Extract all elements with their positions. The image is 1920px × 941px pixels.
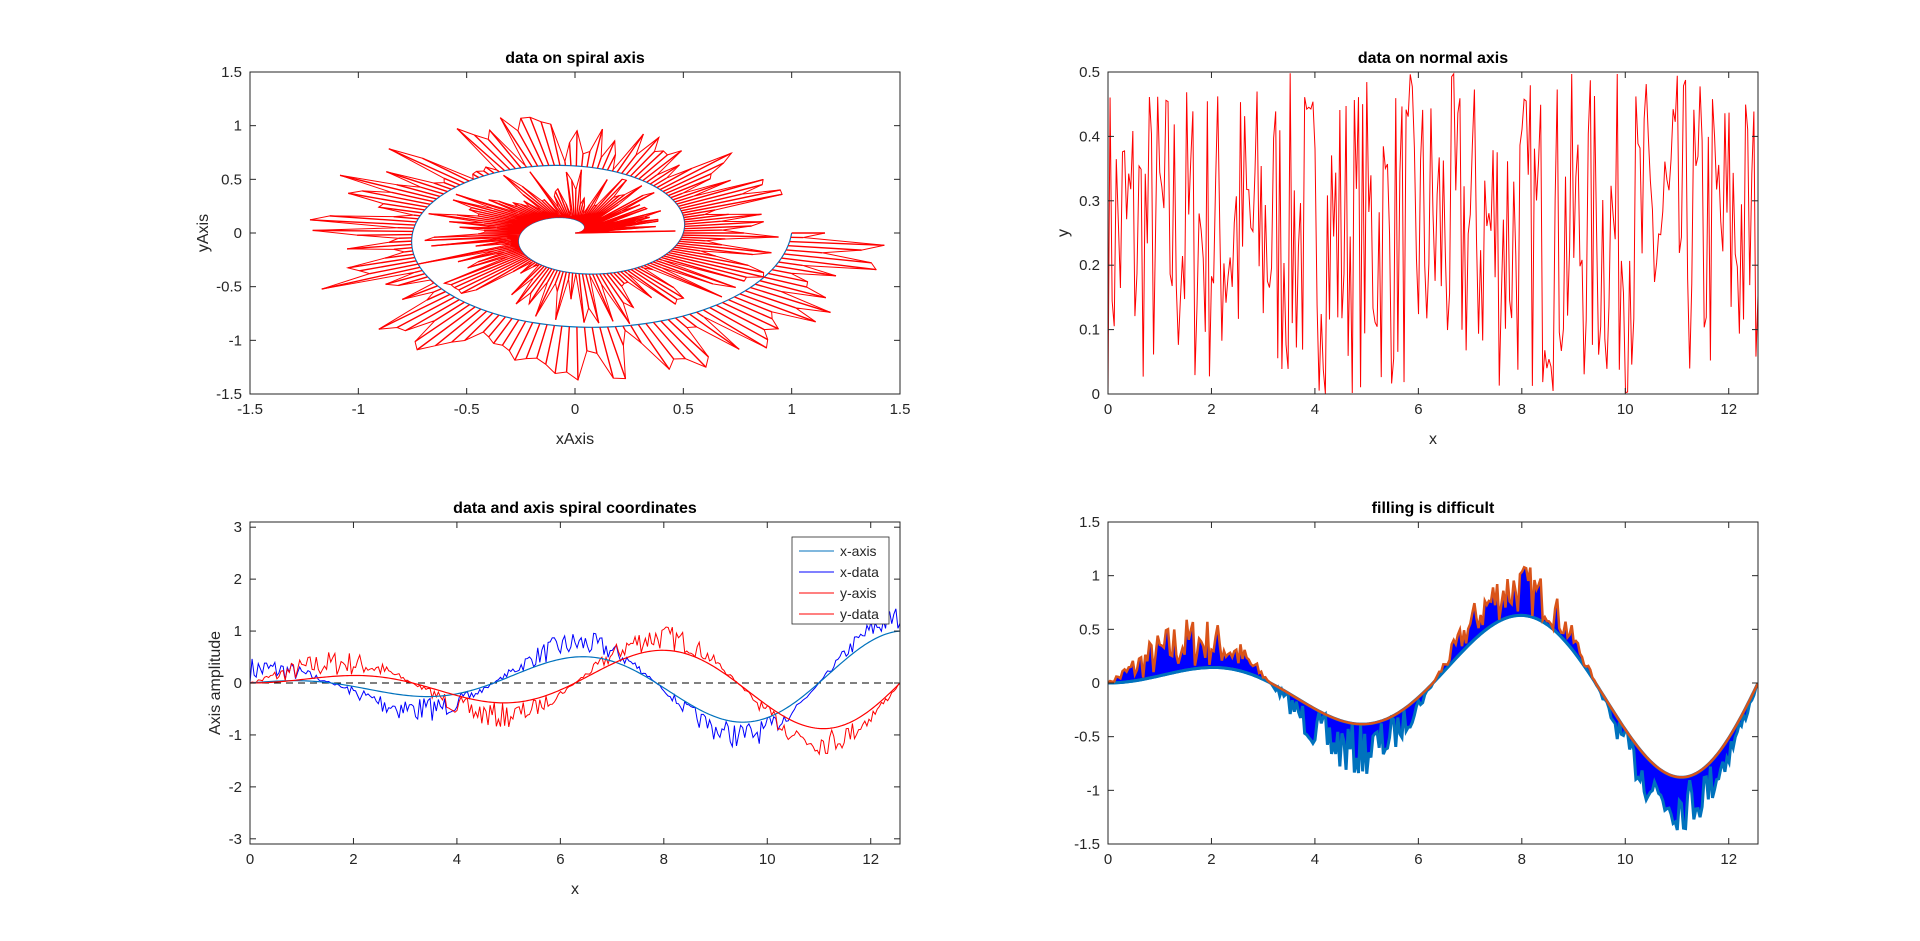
spiral-ylabel: yAxis	[195, 214, 212, 252]
normal-xlabel: x	[1429, 431, 1437, 448]
normal-xtick-label: 0	[1104, 401, 1112, 418]
normal-panel: data on normal axis 0 2 4 6 8 10 1200.10.20.30…	[1055, 50, 1759, 448]
fill-xtick-label: 4	[1311, 851, 1319, 868]
coords-xlabel: x	[571, 881, 579, 898]
fill-ytick-label: 1.5	[1079, 514, 1100, 531]
coords-ylabel: Axis amplitude	[207, 631, 224, 735]
normal-xtick-label: 12	[1720, 401, 1737, 418]
fill-xtick-label: 6	[1414, 851, 1422, 868]
coords-ytick-label: -3	[229, 831, 242, 848]
normal-xtick-label: 2	[1207, 401, 1215, 418]
coords-ytick-label: -1	[229, 727, 242, 744]
spiral-xtick-label: 0	[571, 401, 579, 418]
coords-xtick-label: 6	[556, 851, 564, 868]
fill-panel: filling is difficult 0 2 4 6 8 10 12-1.5-1-0.5…	[1074, 500, 1759, 868]
legend-label-x-data: x-data	[840, 564, 879, 580]
fill-xtick-label: 8	[1518, 851, 1526, 868]
coords-ytick-label: 3	[234, 519, 242, 536]
normal-ytick-label: 0.3	[1079, 193, 1100, 210]
spiral-ytick-label: -0.5	[216, 279, 242, 296]
normal-xtick-label: 8	[1518, 401, 1526, 418]
fill-ytick-label: 0.5	[1079, 621, 1100, 638]
spiral-plot-area	[309, 116, 885, 381]
coords-ytick-label: 0	[234, 675, 242, 692]
legend-label-x-axis: x-axis	[840, 543, 877, 559]
fill-ytick-label: 0	[1092, 675, 1100, 692]
spiral-xtick-label: -1.5	[237, 401, 263, 418]
spiral-ytick-label: -1.5	[216, 386, 242, 403]
spiral-ytick-label: -1	[229, 332, 242, 349]
normal-title: data on normal axis	[1358, 50, 1508, 67]
fill-ytick-label: -1	[1087, 782, 1100, 799]
fill-ticks: 0 2 4 6 8 10 12 -1.5 -1 -0.5 0 0.5 1 1.5	[1074, 514, 1758, 868]
coords-x-data-line	[250, 608, 900, 749]
spiral-xtick-label: -0.5	[454, 401, 480, 418]
fill-xtick-label: 12	[1720, 851, 1737, 868]
normal-xtick-label: 10	[1617, 401, 1634, 418]
fill-ytick-label: 1	[1092, 568, 1100, 585]
normal-data-line	[1108, 72, 1758, 394]
normal-xtick-label: 4	[1311, 401, 1319, 418]
coords-legend[interactable]: x-axis x-data y-axis y-data	[791, 536, 890, 625]
coords-xtick-label: 8	[660, 851, 668, 868]
coords-xtick-label: 4	[453, 851, 461, 868]
coords-xtick-label: 12	[862, 851, 879, 868]
normal-ytick-label: 0.2	[1079, 257, 1100, 274]
spiral-title: data on spiral axis	[505, 50, 645, 67]
coords-ytick-label: 2	[234, 571, 242, 588]
legend-label-y-axis: y-axis	[840, 585, 877, 601]
normal-ytick-label: 0	[1092, 386, 1100, 403]
coords-panel: data and axis spiral coordinates 0 2 4 6 8 10…	[207, 500, 901, 898]
coords-y-axis-line	[250, 649, 900, 730]
fill-plot-area	[1108, 565, 1758, 831]
normal-ytick-label: 0.5	[1079, 64, 1100, 81]
normal-xtick-label: 6	[1414, 401, 1422, 418]
spiral-ytick-label: 1	[234, 118, 242, 135]
spiral-xlabel: xAxis	[556, 431, 594, 448]
spiral-ytick-label: 0	[234, 225, 242, 242]
normal-ytick-label: 0.1	[1079, 322, 1100, 339]
spiral-xtick-label: 0.5	[673, 401, 694, 418]
coords-ytick-label: -2	[229, 779, 242, 796]
normal-axes-box	[1107, 71, 1759, 395]
spiral-ytick-label: 0.5	[221, 171, 242, 188]
spiral-panel: data on spiral axis -1.5 -1 -0.5 0 0.5 1 1.5-1…	[195, 50, 910, 448]
fill-upper-edge	[1108, 565, 1758, 779]
fill-xtick-label: 10	[1617, 851, 1634, 868]
coords-x-axis-line	[250, 630, 900, 723]
spiral-xtick-label: 1.5	[890, 401, 911, 418]
spiral-data-stems	[309, 117, 885, 381]
coords-title: data and axis spiral coordinates	[453, 500, 697, 517]
normal-ylabel: y	[1055, 229, 1072, 237]
coords-plot-area	[250, 608, 900, 756]
fill-ytick-label: -1.5	[1074, 836, 1100, 853]
fill-title: filling is difficult	[1372, 500, 1495, 517]
legend-label-y-data: y-data	[840, 606, 879, 622]
coords-xtick-label: 2	[349, 851, 357, 868]
normal-ytick-label: 0.4	[1079, 128, 1100, 145]
coords-y-data-line	[250, 626, 900, 756]
coords-ytick-label: 1	[234, 623, 242, 640]
spiral-xtick-label: -1	[352, 401, 365, 418]
fill-ytick-label: -0.5	[1074, 729, 1100, 746]
coords-xtick-label: 10	[759, 851, 776, 868]
spiral-ytick-label: 1.5	[221, 64, 242, 81]
fill-xtick-label: 0	[1104, 851, 1112, 868]
fill-xtick-label: 2	[1207, 851, 1215, 868]
spiral-xtick-label: 1	[787, 401, 795, 418]
spiral-ticks: -1.5 -1 -0.5 0 0.5 1 1.5 -1.5 -1 -0.5 0 0.5 1 1.5	[216, 64, 910, 418]
fill-area	[1108, 567, 1758, 831]
normal-ticks: 0 2 4 6 8 10 12 0 0.1 0.2 0.3 0.4 0.5	[1079, 64, 1758, 418]
coords-xtick-label: 0	[246, 851, 254, 868]
normal-plot-area	[1108, 72, 1758, 394]
